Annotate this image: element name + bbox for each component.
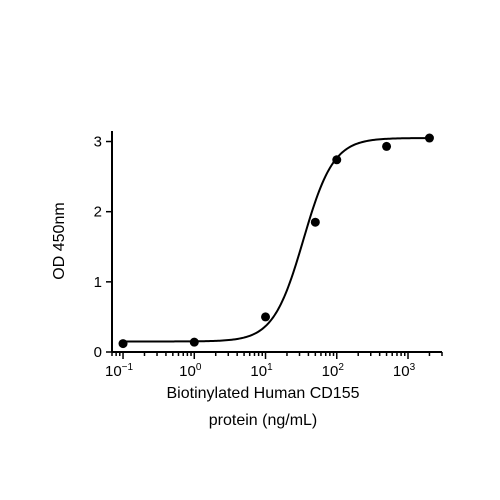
x-tick-base: 10 (179, 363, 196, 380)
data-point (189, 337, 199, 347)
data-point (424, 133, 434, 143)
x-tick-label: 101 (250, 362, 273, 380)
data-point (332, 155, 342, 165)
x-tick-exponent: 2 (338, 362, 344, 373)
x-tick-exponent: 1 (267, 362, 273, 373)
y-tick-label: 2 (94, 204, 102, 221)
data-point (382, 141, 392, 151)
y-axis-label: OD 450nm (51, 202, 68, 279)
data-points (118, 133, 434, 349)
x-axis-label-line-1: Biotinylated Human CD155 (167, 385, 360, 402)
y-axis: 0 1 2 3 (94, 131, 113, 361)
fit-curve (123, 137, 430, 343)
x-tick-base: 10 (393, 363, 410, 380)
x-tick-base: 10 (105, 363, 122, 380)
x-tick-label: 100 (179, 362, 202, 380)
x-tick-exponent: −1 (122, 362, 134, 373)
x-ticks: 10−1 100 101 102 103 (105, 352, 443, 380)
x-tick-label: 102 (322, 362, 345, 380)
x-axis: 10−1 100 101 102 103 (105, 351, 443, 380)
x-tick-base: 10 (322, 363, 339, 380)
y-tick-label: 1 (94, 274, 102, 291)
x-tick-base: 10 (250, 363, 267, 380)
y-tick-label: 3 (94, 134, 102, 151)
x-tick-exponent: 3 (410, 362, 416, 373)
x-axis-label-line-2: protein (ng/mL) (209, 412, 318, 429)
x-tick-exponent: 0 (196, 362, 202, 373)
y-tick-label: 0 (94, 344, 102, 361)
x-tick-label: 10−1 (105, 362, 134, 380)
data-point (261, 312, 271, 322)
data-point (118, 339, 128, 349)
x-tick-label: 103 (393, 362, 416, 380)
y-ticks: 0 1 2 3 (94, 134, 112, 361)
data-point (310, 217, 320, 227)
